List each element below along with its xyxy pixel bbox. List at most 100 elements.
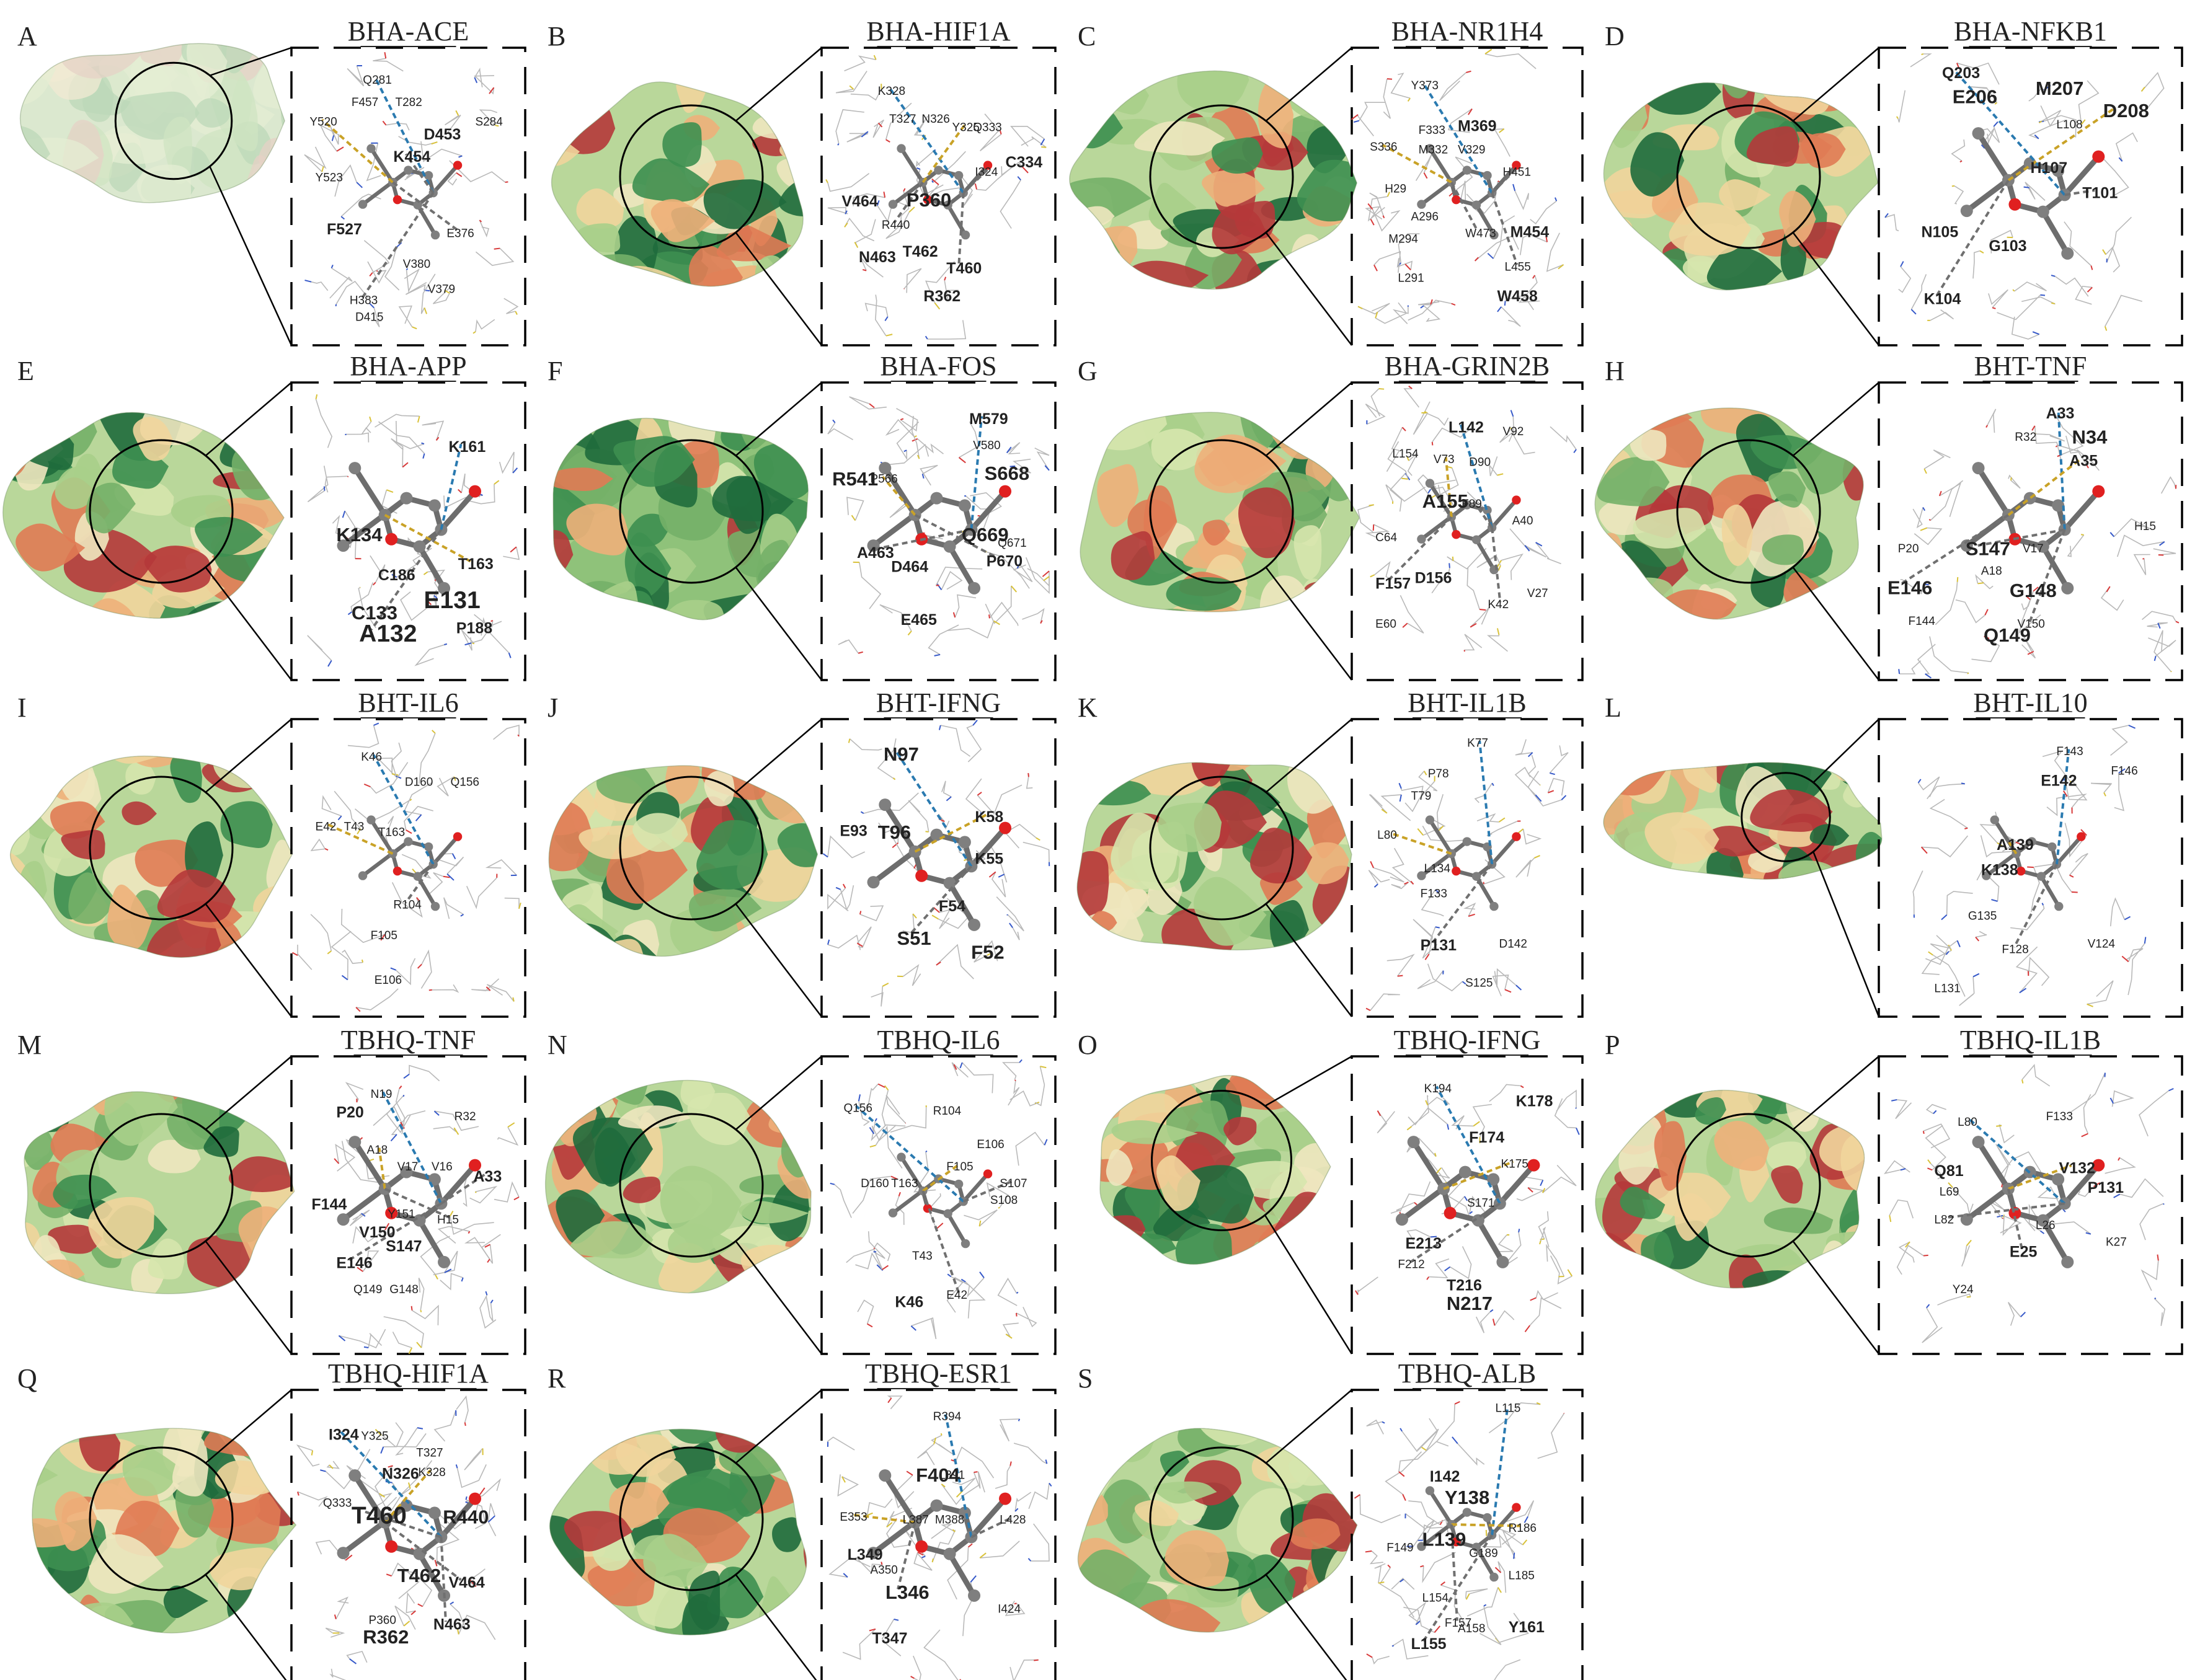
interaction-dashes: [1389, 740, 1494, 944]
residue-label: N19: [371, 1088, 393, 1101]
residue-wireframe: [334, 1064, 520, 1355]
panel-title: TBHQ-IFNG: [1393, 1025, 1540, 1055]
panel-letter: M: [17, 1030, 42, 1060]
residue-label: V73: [1434, 453, 1455, 466]
interaction-dashes: [370, 444, 471, 630]
panel-i: I BHT-IL6 K46 D160 Q156 E42 T43 T163 R104 F105 E10…: [9, 687, 526, 1018]
zoom-line-top: [1265, 1389, 1352, 1464]
residue-wireframe: [827, 396, 1050, 657]
binding-pocket-circle: [619, 104, 764, 249]
residue-label: H29: [1385, 183, 1406, 196]
residue-label: N105: [1921, 224, 1958, 241]
residue-label: V150: [359, 1224, 395, 1241]
interaction-detail-box: [820, 381, 1057, 681]
residue-label: Y373: [1411, 79, 1439, 92]
residue-label: F144: [311, 1196, 347, 1213]
residue-label: Y520: [309, 116, 337, 129]
residue-label: S125: [1465, 977, 1493, 990]
residue-label: T163: [891, 1177, 918, 1190]
ligand-ball-and-stick: [1395, 1136, 1540, 1268]
residue-label: P188: [456, 620, 492, 637]
residue-labels: Q281 F457 T282 Y520 S284 D453 K454 Y523 F527 E376…: [309, 74, 503, 324]
residue-label: E60: [1375, 618, 1396, 631]
residue-label: K194: [1424, 1082, 1452, 1095]
panel-title: BHT-IL6: [358, 687, 458, 718]
residue-label: T101: [2082, 185, 2118, 202]
ligand-ball-and-stick: [358, 815, 463, 911]
protein-surface: [32, 1428, 297, 1634]
residue-labels: F143 F146 E142 A139 K138 G135 F128 V124 L131: [1934, 745, 2137, 996]
residue-label: Q156: [843, 1102, 872, 1115]
protein-surface: [1099, 1075, 1331, 1265]
residue-label: R362: [923, 288, 960, 305]
residue-label: L134: [1424, 862, 1451, 875]
residue-label: L131: [1934, 983, 1960, 996]
panel-title: BHA-NFKB1: [1954, 16, 2107, 46]
protein-surface: [1076, 762, 1352, 951]
residue-label: T43: [912, 1250, 933, 1263]
residue-label: L154: [1422, 1592, 1449, 1605]
residue-label: L387: [903, 1514, 929, 1527]
panel-letter: C: [1078, 21, 1096, 51]
residue-wireframe: [292, 722, 521, 1012]
residue-label: G103: [1989, 237, 2026, 255]
zoom-line-bottom: [735, 231, 822, 346]
residue-label: D453: [424, 126, 461, 143]
zoom-line-bottom: [208, 166, 293, 346]
residue-label: S108: [990, 1194, 1018, 1207]
residue-label: Y161: [1509, 1619, 1545, 1636]
panel-letter: A: [17, 21, 37, 51]
residue-wireframe: [827, 1395, 1052, 1680]
zoom-line-bottom: [1265, 903, 1352, 1017]
residue-label: M454: [1510, 224, 1550, 241]
residue-label: T43: [344, 821, 365, 834]
residue-label: Q203: [1942, 64, 1980, 82]
residue-label: N463: [433, 1616, 471, 1634]
residue-label: F157: [1375, 575, 1411, 593]
residue-label: A18: [1981, 565, 2002, 578]
residue-label: S668: [985, 462, 1029, 484]
residue-label: T163: [378, 826, 405, 839]
residue-label: N97: [884, 743, 919, 765]
residue-labels: Q203 E206 M207 D208 L108 H107 T101 N105 G103 K104: [1921, 64, 2149, 308]
protein-surface: [9, 755, 293, 958]
residue-label: K454: [393, 148, 430, 166]
residue-label: K161: [448, 438, 486, 456]
residue-wireframe: [825, 55, 1047, 340]
residue-label: V17: [2023, 542, 2044, 555]
residue-label: L154: [1392, 448, 1419, 461]
interaction-dashes: [869, 416, 1000, 560]
binding-pocket-circle: [619, 776, 764, 921]
interaction-detail-box: [1351, 381, 1584, 681]
residue-label: E131: [424, 587, 481, 614]
residue-label: P20: [336, 1104, 363, 1121]
interaction-detail-box: [1351, 1055, 1584, 1355]
residue-label: F404: [916, 1464, 960, 1486]
residue-label: A350: [870, 1564, 897, 1577]
residue-label: L155: [1411, 1635, 1447, 1653]
binding-pocket-circle: [619, 439, 764, 584]
residue-label: V464: [448, 1574, 484, 1591]
protein-surface: [552, 417, 809, 621]
residue-wireframe: [1351, 48, 1564, 327]
residue-label: T460: [352, 1503, 407, 1529]
residue-label: Y138: [1445, 1487, 1489, 1508]
residue-label: T327: [416, 1447, 443, 1460]
residue-label: E146: [336, 1255, 372, 1272]
residue-label: T216: [1447, 1277, 1482, 1294]
interaction-dashes: [889, 88, 988, 266]
residue-label: S147: [386, 1238, 422, 1255]
residue-label: F143: [2056, 745, 2083, 758]
residue-label: E465: [901, 611, 937, 629]
residue-label: V329: [1458, 144, 1485, 157]
residue-label: K42: [1488, 598, 1509, 611]
residue-label: V464: [841, 193, 877, 210]
residue-label: Y325: [952, 122, 979, 135]
residue-label: L346: [885, 1581, 929, 1603]
